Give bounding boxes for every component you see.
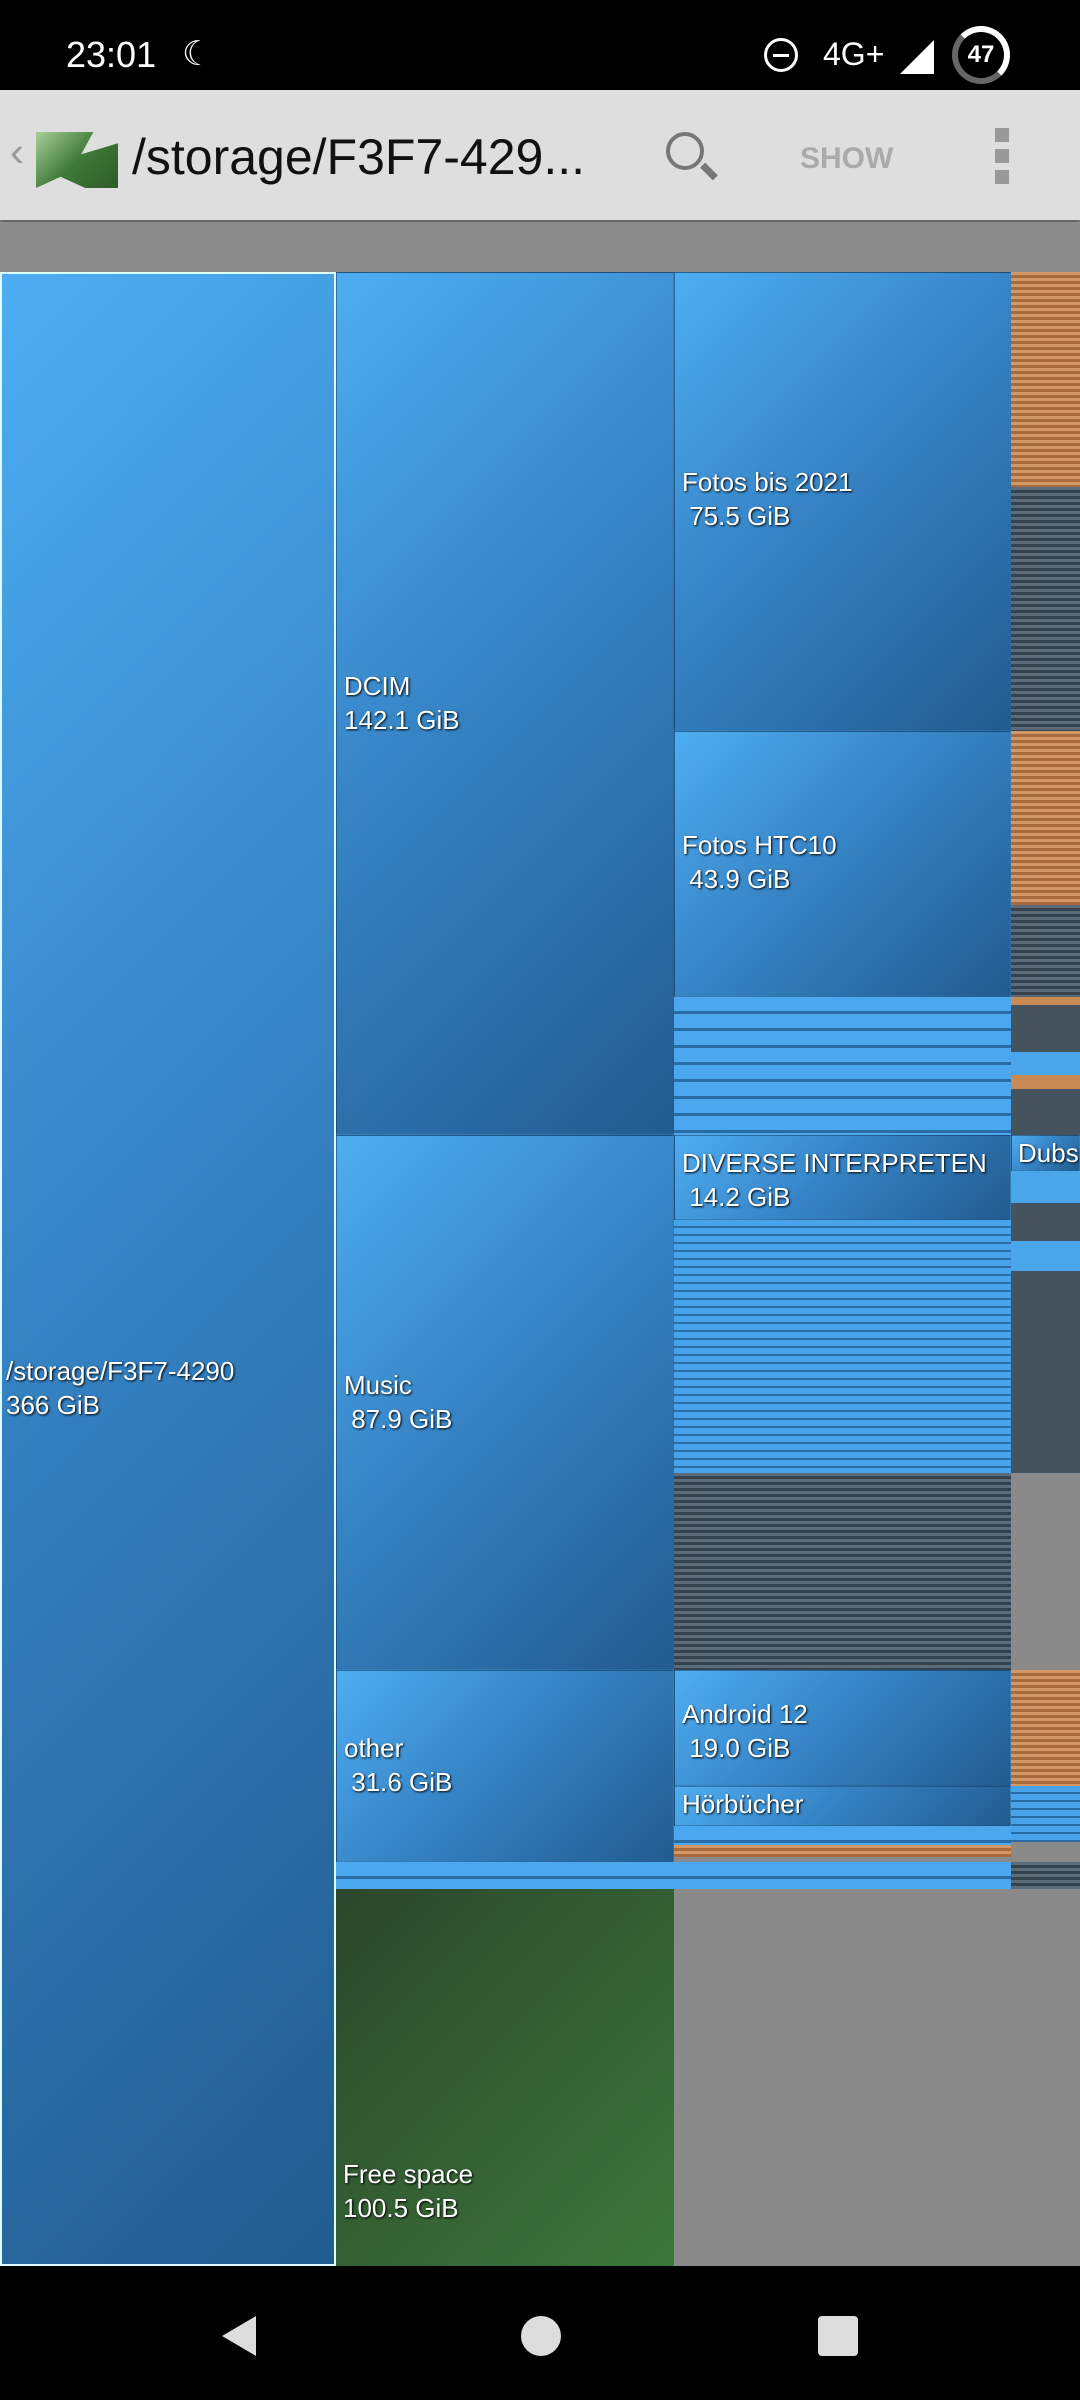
toolbar: ‹ /storage/F3F7-429... SHOW (0, 90, 1080, 220)
treemap-other-small[interactable] (674, 1826, 1011, 1845)
treemap-free-space[interactable]: Free space 100.5 GiB (336, 1889, 674, 2266)
treemap-hoerbuecher[interactable]: Hörbücher (674, 1786, 1011, 1826)
treemap-file[interactable] (1011, 1670, 1080, 1786)
treemap-dubs[interactable]: Dubs (1011, 1135, 1080, 1171)
treemap-file[interactable] (1011, 272, 1080, 487)
app-logo-icon[interactable] (36, 132, 118, 188)
treemap-root[interactable]: /storage/F3F7-4290 366 GiB (0, 272, 336, 2266)
status-bar: 23:01 ☾ 4G+ 47 (0, 0, 1080, 90)
treemap-file[interactable] (1011, 731, 1080, 905)
back-chevron-icon[interactable]: ‹ (10, 128, 24, 175)
treemap-diverse-interpreten[interactable]: DIVERSE INTERPRETEN 14.2 GiB (674, 1135, 1011, 1220)
treemap-file[interactable] (1011, 905, 1080, 997)
search-icon[interactable] (666, 132, 718, 181)
recents-icon[interactable] (818, 2316, 858, 2356)
treemap-dcim-small[interactable] (674, 997, 1011, 1135)
treemap-file[interactable] (1011, 487, 1080, 731)
home-icon[interactable] (521, 2316, 561, 2356)
treemap-file[interactable] (1011, 1786, 1080, 1842)
treemap-music[interactable]: Music 87.9 GiB (336, 1135, 674, 1670)
treemap-file[interactable] (1011, 1171, 1080, 1473)
treemap-file[interactable] (1011, 1862, 1080, 1889)
dnd-moon-icon: ☾ (182, 35, 213, 73)
treemap-other[interactable]: other 31.6 GiB (336, 1670, 674, 1862)
treemap-small-items[interactable] (336, 1862, 1080, 1889)
treemap-fotos-bis-2021[interactable]: Fotos bis 2021 75.5 GiB (674, 272, 1011, 731)
treemap-unused-area (674, 1889, 1080, 2266)
treemap-music-files[interactable] (674, 1473, 1011, 1670)
breadcrumb-strip (0, 222, 1080, 272)
back-icon[interactable] (222, 2316, 256, 2356)
treemap-file[interactable] (1011, 997, 1080, 1135)
path-title: /storage/F3F7-429... (132, 129, 586, 185)
treemap-dcim[interactable]: DCIM 142.1 GiB (336, 272, 674, 1135)
battery-ring-icon: 47 (952, 26, 1010, 84)
signal-icon (900, 40, 934, 74)
treemap-fotos-htc10[interactable]: Fotos HTC10 43.9 GiB (674, 731, 1011, 997)
navigation-bar (0, 2266, 1080, 2400)
treemap-android-12[interactable]: Android 12 19.0 GiB (674, 1670, 1011, 1786)
network-type: 4G+ (823, 36, 885, 72)
dnd-minus-icon (764, 38, 798, 72)
treemap-other-file[interactable] (674, 1845, 1011, 1857)
treemap-music-small[interactable] (674, 1220, 1011, 1473)
clock: 23:01 (66, 34, 157, 75)
treemap-unused-area (1011, 1473, 1080, 1670)
show-button[interactable]: SHOW (800, 142, 894, 175)
overflow-menu-icon[interactable] (995, 128, 1009, 184)
